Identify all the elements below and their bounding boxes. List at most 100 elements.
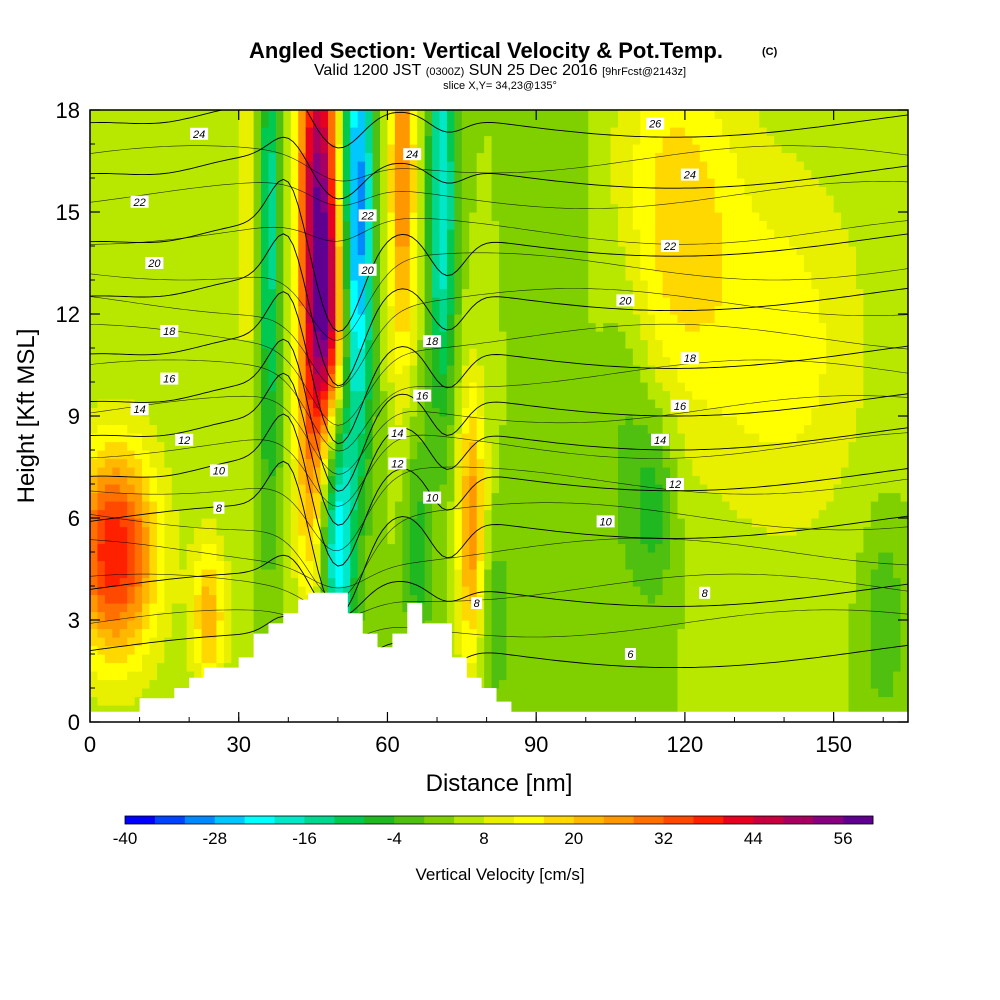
heat-cell [313, 467, 322, 477]
heat-cell [201, 195, 210, 205]
heat-cell [439, 467, 448, 477]
heat-cell [208, 611, 218, 621]
heat-cell [476, 569, 485, 579]
heat-cell [134, 263, 143, 273]
heat-cell [350, 314, 359, 324]
heat-cell [357, 484, 366, 494]
heat-cell [112, 382, 121, 392]
heat-cell [424, 450, 433, 460]
heat-cell [513, 118, 522, 128]
heat-cell [253, 518, 262, 528]
heat-cell [194, 654, 203, 664]
heat-cell [298, 178, 307, 188]
heat-cell [432, 450, 441, 460]
heat-cell [261, 331, 270, 341]
heat-cell [112, 195, 121, 205]
heat-cell [543, 297, 552, 307]
heat-cell [595, 135, 604, 145]
heat-cell [565, 679, 574, 689]
heat-cell [409, 492, 418, 502]
heat-cell [558, 271, 567, 281]
heat-cell [439, 407, 448, 417]
heat-cell [580, 348, 589, 358]
heat-cell [394, 144, 403, 154]
heat-cell [171, 594, 180, 604]
heat-cell [201, 526, 210, 536]
heat-cell [372, 161, 381, 171]
heat-cell [320, 314, 329, 324]
heat-cell [595, 603, 604, 613]
heat-cell [536, 450, 545, 460]
heat-cell [543, 288, 552, 298]
heat-cell [305, 560, 314, 570]
heat-cell [134, 518, 143, 528]
heat-cell [112, 365, 121, 375]
heat-cell [104, 450, 113, 460]
heat-cell [223, 569, 232, 579]
heat-cell [156, 569, 165, 579]
heat-cell [171, 212, 180, 222]
heat-cell [476, 263, 485, 273]
heat-cell [164, 263, 173, 273]
heat-cell [119, 620, 128, 630]
heat-cell [350, 586, 359, 596]
heat-cell [536, 314, 545, 324]
heat-cell [156, 186, 165, 196]
heat-cell [499, 322, 508, 332]
heat-cell [499, 280, 508, 290]
heat-cell [231, 254, 240, 264]
heat-cell [372, 203, 381, 213]
heat-cell [179, 118, 188, 128]
heat-cell [342, 271, 351, 281]
heat-cell [112, 246, 121, 256]
heat-cell [372, 586, 381, 596]
heat-cell [543, 671, 552, 681]
heat-cell [342, 441, 351, 451]
heat-cell [380, 263, 389, 273]
heat-cell [223, 365, 232, 375]
heat-cell [402, 382, 411, 392]
heat-cell [97, 637, 106, 647]
heat-cell [484, 654, 493, 664]
heat-cell [417, 433, 426, 443]
heat-cell [290, 322, 299, 332]
heat-cell [290, 416, 299, 426]
heat-cell [409, 535, 418, 545]
heat-cell [156, 603, 165, 613]
heat-cell [588, 458, 597, 468]
valid-time-line: Valid 1200 JST (0300Z) SUN 25 Dec 2016 [… [314, 62, 686, 79]
heat-cell [104, 263, 113, 273]
heat-cell [536, 152, 545, 162]
heat-cell [90, 458, 99, 468]
heat-cell [543, 365, 552, 375]
heat-cell [149, 654, 158, 664]
heat-cell [491, 220, 500, 230]
heat-cell [513, 467, 522, 477]
heat-cell [565, 569, 574, 579]
heat-cell [127, 186, 136, 196]
heat-cell [565, 696, 574, 706]
heat-cell [536, 305, 545, 315]
heat-cell [432, 577, 441, 587]
heat-cell [253, 229, 262, 239]
heat-cell [97, 152, 106, 162]
heat-cell [112, 705, 121, 715]
heat-cell [417, 246, 426, 256]
heat-cell [134, 424, 143, 434]
heat-cell [142, 161, 151, 171]
heat-cell [357, 237, 366, 247]
heat-cell [595, 509, 604, 519]
heat-cell [305, 492, 314, 502]
heat-cell [216, 416, 225, 426]
heat-cell [513, 305, 522, 315]
heat-cell [97, 373, 106, 383]
heat-cell [446, 161, 455, 171]
heat-cell [112, 475, 121, 485]
heat-cell [536, 662, 545, 672]
heat-cell [461, 475, 470, 485]
heat-cell [439, 399, 448, 409]
heat-cell [171, 484, 180, 494]
heat-cell [216, 110, 225, 120]
heat-cell [469, 229, 478, 239]
heat-cell [543, 314, 552, 324]
